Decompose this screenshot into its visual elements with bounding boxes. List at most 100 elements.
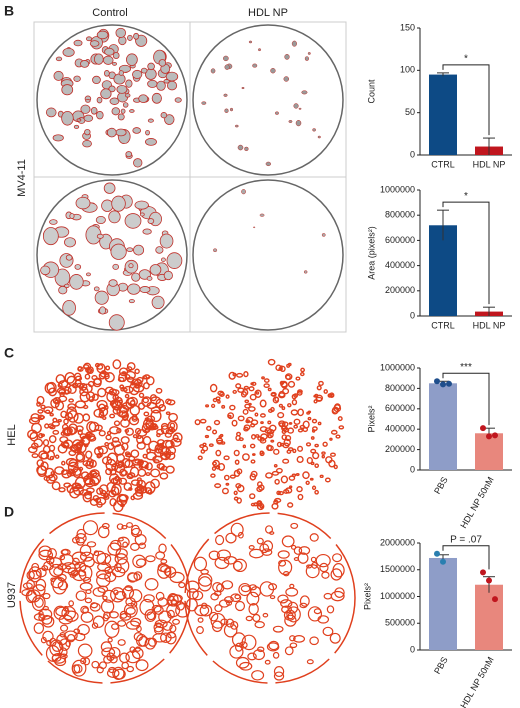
y-tick-label: 200000: [385, 444, 415, 454]
colony: [331, 407, 339, 415]
colony: [140, 67, 148, 74]
colony: [215, 464, 221, 470]
colony: [234, 594, 241, 600]
colony: [291, 40, 297, 47]
colony: [45, 107, 57, 118]
significance-bracket: [442, 372, 490, 426]
colony: [221, 487, 229, 495]
colony: [312, 452, 320, 460]
colony: [235, 383, 242, 389]
colony: [209, 383, 218, 393]
x-tick-label: PBS: [432, 655, 450, 676]
colony: [172, 434, 179, 442]
colony: [82, 576, 92, 584]
colony: [278, 390, 286, 398]
colony: [236, 468, 243, 475]
colony: [86, 421, 97, 433]
colony: [274, 497, 282, 503]
colony: [100, 370, 107, 375]
colony: [139, 212, 145, 217]
colony: [65, 254, 73, 261]
colony: [27, 446, 38, 454]
colony: [199, 418, 207, 424]
colony: [296, 390, 303, 396]
colony: [130, 495, 136, 501]
colony: [101, 522, 110, 530]
colony: [225, 482, 230, 486]
colony: [49, 639, 64, 657]
colony: [138, 392, 145, 398]
colony: [141, 396, 152, 407]
colony: [37, 414, 45, 421]
data-point: [480, 425, 486, 432]
y-tick-label: 600000: [385, 235, 415, 245]
colony: [48, 435, 57, 444]
colony: [169, 571, 185, 584]
colony: [115, 128, 127, 137]
colony: [121, 524, 128, 530]
colony: [244, 399, 250, 404]
colony: [215, 396, 221, 401]
y-tick-label: 200000: [385, 285, 415, 295]
colony: [63, 427, 73, 435]
colony: [114, 562, 122, 573]
colony: [273, 671, 285, 681]
colony: [321, 233, 326, 237]
colony: [194, 419, 201, 426]
colony: [165, 71, 179, 82]
colony: [71, 536, 80, 544]
colony: [42, 227, 59, 246]
colony: [52, 417, 58, 423]
colony: [124, 393, 130, 399]
colony: [332, 563, 345, 578]
colony: [321, 454, 326, 459]
colony: [232, 389, 237, 394]
colony: [252, 63, 258, 68]
colony: [145, 555, 156, 563]
colony: [288, 485, 293, 489]
colony: [53, 70, 64, 81]
colony: [93, 53, 104, 65]
colony: [67, 403, 77, 410]
colony: [298, 546, 311, 555]
colony: [163, 79, 170, 84]
colony: [69, 573, 77, 578]
colony: [242, 444, 247, 449]
colony: [307, 52, 311, 55]
data-point: [440, 381, 446, 388]
colony: [21, 588, 33, 597]
colony: [244, 403, 251, 409]
colony: [277, 550, 290, 559]
colony: [40, 636, 47, 644]
colony: [85, 36, 93, 42]
colony: [104, 386, 114, 395]
colony: [78, 564, 93, 581]
colony: [288, 475, 296, 481]
colony: [111, 463, 117, 468]
colony: [42, 605, 49, 611]
colony: [314, 443, 319, 448]
colony: [237, 415, 245, 422]
colony: [85, 589, 92, 595]
colony: [211, 461, 217, 466]
colony: [249, 443, 256, 449]
colony: [124, 213, 142, 229]
colony: [109, 468, 117, 476]
colony: [284, 53, 290, 60]
colony: [102, 595, 108, 601]
colony: [133, 632, 143, 642]
colony: [169, 624, 177, 633]
plate-image: [21, 520, 191, 680]
colony: [304, 56, 309, 61]
colony: [96, 233, 104, 239]
colony: [279, 380, 285, 386]
colony: [268, 583, 278, 591]
colony: [119, 468, 127, 477]
colony: [133, 32, 140, 40]
colony: [107, 442, 115, 451]
colony: [151, 295, 165, 310]
colony: [138, 94, 149, 104]
colony: [113, 420, 121, 427]
colony: [73, 664, 83, 674]
colony: [149, 394, 157, 402]
